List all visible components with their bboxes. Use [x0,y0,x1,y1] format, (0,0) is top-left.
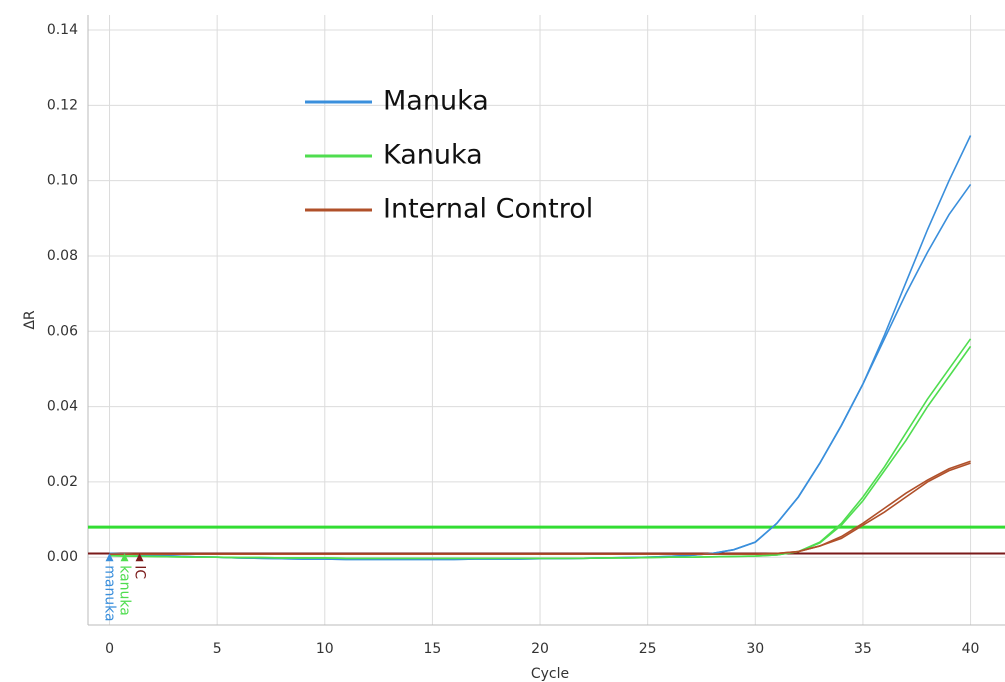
y-tick-label: 0.12 [47,97,78,113]
legend-label: Kanuka [383,140,483,171]
plot-lines [88,135,1005,561]
x-tick-label: 25 [639,641,657,657]
y-tick-label: 0.10 [47,173,78,189]
plot-area [88,15,1005,625]
y-axis-label: ΔR [22,310,38,330]
y-tick-label: 0.00 [47,549,78,565]
marker-label: manuka [102,565,118,621]
x-tick-label: 20 [531,641,549,657]
marker-triangle [135,553,144,562]
marker-triangle [120,553,129,562]
legend-label: Manuka [383,86,489,117]
y-tick-label: 0.08 [47,248,78,264]
x-tick-label: 0 [105,641,114,657]
series-line [109,345,972,560]
marker-triangle [105,553,114,562]
y-tick-label: 0.02 [47,474,78,490]
x-tick-label: 5 [213,641,222,657]
x-tick-label: 10 [316,641,334,657]
x-tick-label: 15 [423,641,441,657]
marker-label: IC [132,565,148,579]
legend-label: Internal Control [383,194,593,225]
series-line [109,462,971,556]
x-tick-label: 40 [962,641,980,657]
marker-label: kanuka [117,565,133,616]
y-tick-label: 0.06 [47,323,78,339]
x-axis-label: Cycle [531,666,569,682]
y-tick-label: 0.04 [47,399,78,415]
x-tick-label: 30 [746,641,764,657]
x-tick-label: 35 [854,641,872,657]
y-tick-label: 0.14 [47,22,78,38]
